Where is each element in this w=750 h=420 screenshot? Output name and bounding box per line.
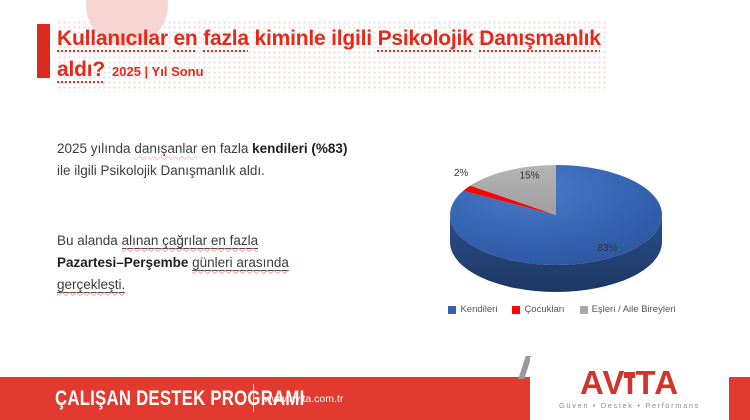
text-segment: kendileri (%83) [252,140,348,156]
text-segment: günleri arasında [192,254,289,271]
pie-side [450,215,662,292]
text-segment: kiminle ilgili [248,27,378,50]
text-segment: Pazartesi–Perşembe [57,254,189,270]
text-segment: ile ilgili Psikolojik Danışmanlık aldı. [57,162,265,178]
pie-data-label: 15% [519,170,539,181]
legend-item: Çocukları [512,304,565,315]
pie-slice-2 [470,165,556,215]
text-segment: en [173,27,198,50]
pie-data-label: 2% [454,168,469,179]
paragraph-call-days: Bu alanda alınan çağrılar en fazla Pazart… [57,230,457,296]
pie-chart: 83% 2% 15% [449,165,662,292]
logo-i-bar: ı [624,363,636,401]
text-segment: danışanlar [134,140,198,156]
text-segment: Bu alanda [57,232,122,248]
logo-box: AVıTA Güven • Destek • Performans [530,357,729,420]
text-segment: Psikolojik [377,27,474,50]
legend-swatch [512,305,521,314]
footer-divider [253,384,254,412]
paragraph-summary: 2025 yılında danışanlar en fazla kendile… [57,138,457,182]
logo-part: AV [579,363,626,401]
text-segment: en fazla [197,140,253,156]
avita-logo: AVıTA [580,363,679,401]
legend-item: Eşleri / Aile Bireyleri [579,304,676,315]
text-segment: 2025 yılında [57,140,135,156]
text-segment: Danışmanlık [479,27,601,50]
pie-slice-0 [449,165,662,265]
legend-label: Kendileri [460,304,498,315]
pie-slice-1 [463,185,556,215]
website-text: www.avita.com.tr [264,392,344,405]
text-segment: gerçekleşti. [57,276,126,293]
legend-label: Eşleri / Aile Bireyleri [591,304,676,315]
program-title: ÇALIŞAN DESTEK PROGRAMI [55,386,305,410]
page-title: Kullanıcılar en fazla kiminle ilgili Psi… [57,20,607,92]
title-accent-bar [37,24,50,78]
legend-item: Kendileri [448,304,497,315]
logo-part: TA [635,363,680,401]
legend-swatch [579,305,588,314]
legend-swatch [448,305,457,314]
chart-legend: Kendileri Çocukları Eşleri / Aile Bireyler… [422,304,702,315]
title-line-2: aldı? 2025 | Yıl Sonu [57,54,601,87]
text-segment: fazla [203,27,249,50]
title-period-label: 2025 | Yıl Sonu [112,64,204,79]
pie-data-label: 83% [597,243,617,254]
title-question-word: aldı? [57,58,106,81]
text-segment: alınan çağrılar en fazla [121,232,259,249]
text-segment: Kullanıcılar [57,27,168,50]
logo-tagline: Güven • Destek • Performans [559,400,700,410]
legend-label: Çocukları [524,304,565,315]
title-line-1: Kullanıcılar en fazla kiminle ilgili Psi… [57,23,601,54]
